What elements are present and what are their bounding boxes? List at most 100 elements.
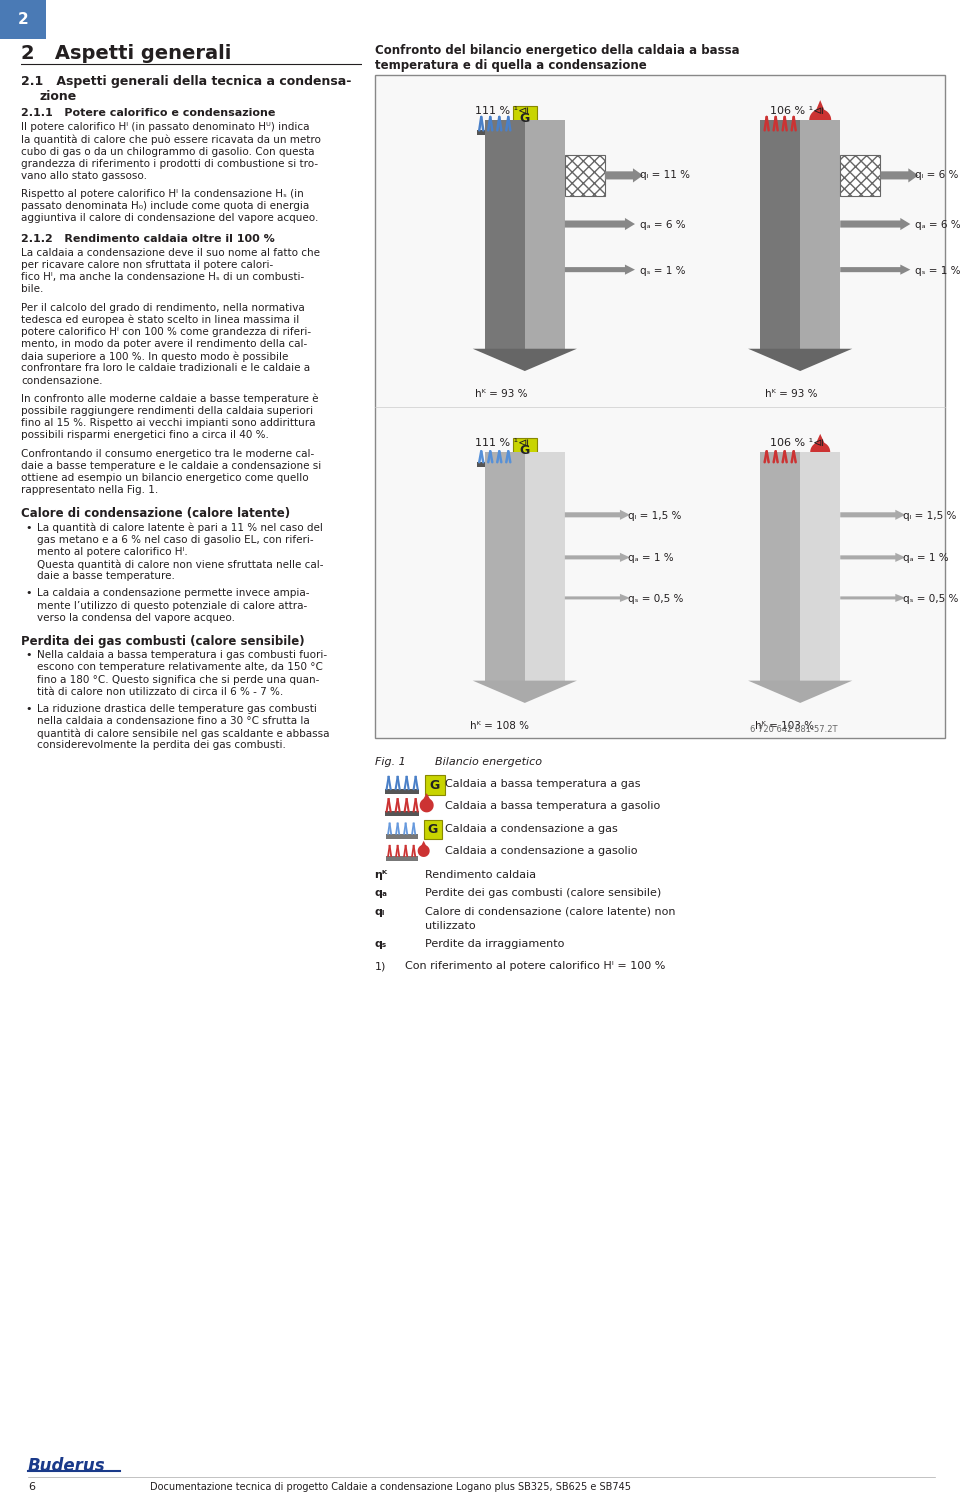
Bar bbox=[801, 120, 840, 349]
Text: Caldaia a bassa temperatura a gas: Caldaia a bassa temperatura a gas bbox=[444, 780, 640, 789]
Text: 2.1   Aspetti generali della tecnica a condensa-: 2.1 Aspetti generali della tecnica a con… bbox=[21, 75, 351, 87]
Polygon shape bbox=[472, 680, 577, 703]
Bar bbox=[525, 452, 564, 680]
Text: La caldaia a condensazione permette invece ampia-: La caldaia a condensazione permette inve… bbox=[37, 588, 310, 599]
Text: Confrontando il consumo energetico tra le moderne cal-: Confrontando il consumo energetico tra l… bbox=[21, 448, 314, 459]
FancyArrow shape bbox=[840, 552, 905, 561]
Text: 2   Aspetti generali: 2 Aspetti generali bbox=[21, 44, 231, 63]
Polygon shape bbox=[420, 798, 434, 813]
Text: grandezza di riferimento i prodotti di combustione si tro-: grandezza di riferimento i prodotti di c… bbox=[21, 158, 319, 169]
Text: Caldaia a condensazione a gasolio: Caldaia a condensazione a gasolio bbox=[444, 846, 637, 856]
Polygon shape bbox=[422, 793, 431, 801]
Text: Aspetti generali: Aspetti generali bbox=[58, 12, 183, 27]
Text: ottiene ad esempio un bilancio energetico come quello: ottiene ad esempio un bilancio energetic… bbox=[21, 473, 309, 483]
Text: utilizzato: utilizzato bbox=[424, 921, 475, 930]
Text: qₗ: qₗ bbox=[374, 906, 385, 917]
FancyArrow shape bbox=[564, 265, 635, 275]
Text: mento al potere calorifico Hᴵ.: mento al potere calorifico Hᴵ. bbox=[37, 546, 188, 557]
Text: mente l’utilizzo di questo potenziale di calore attra-: mente l’utilizzo di questo potenziale di… bbox=[37, 600, 307, 611]
Text: rappresentato nella Fig. 1.: rappresentato nella Fig. 1. bbox=[21, 485, 158, 495]
Text: Rendimento caldaia: Rendimento caldaia bbox=[424, 870, 536, 880]
Text: 2: 2 bbox=[17, 12, 29, 27]
Text: 111 % ¹⧏: 111 % ¹⧏ bbox=[475, 105, 529, 116]
Text: hᴷ = 103 %: hᴷ = 103 % bbox=[756, 721, 814, 731]
Text: Il potere calorifico Hᴵ (in passato denominato Hᵁ) indica: Il potere calorifico Hᴵ (in passato deno… bbox=[21, 122, 310, 132]
FancyArrow shape bbox=[605, 169, 643, 182]
Polygon shape bbox=[809, 108, 831, 131]
Text: qₐ = 6 %: qₐ = 6 % bbox=[640, 220, 685, 230]
Text: hᴷ = 108 %: hᴷ = 108 % bbox=[469, 721, 529, 731]
Bar bbox=[564, 155, 605, 196]
Text: hᴷ = 93 %: hᴷ = 93 % bbox=[765, 390, 818, 399]
Text: 1): 1) bbox=[374, 962, 386, 971]
Text: qₛ: qₛ bbox=[374, 939, 387, 950]
Text: 106 % ¹⧏: 106 % ¹⧏ bbox=[770, 438, 825, 448]
FancyArrow shape bbox=[880, 169, 919, 182]
Text: zione: zione bbox=[39, 90, 77, 102]
FancyArrow shape bbox=[564, 552, 630, 561]
Text: •: • bbox=[25, 588, 32, 599]
Text: qₛ = 1 %: qₛ = 1 % bbox=[915, 265, 960, 275]
Bar bbox=[513, 105, 537, 131]
Polygon shape bbox=[420, 841, 426, 847]
Text: tità di calore non utilizzato di circa il 6 % - 7 %.: tità di calore non utilizzato di circa i… bbox=[37, 686, 283, 697]
Bar bbox=[424, 775, 444, 795]
Text: In confronto alle moderne caldaie a basse temperature è: In confronto alle moderne caldaie a bass… bbox=[21, 394, 319, 405]
Bar bbox=[762, 462, 798, 468]
Text: •: • bbox=[25, 704, 32, 713]
FancyArrow shape bbox=[840, 218, 910, 230]
Text: •: • bbox=[25, 650, 32, 661]
Text: aggiuntiva il calore di condensazione del vapore acqueo.: aggiuntiva il calore di condensazione de… bbox=[21, 214, 319, 223]
Text: Con riferimento al potere calorifico Hᴵ = 100 %: Con riferimento al potere calorifico Hᴵ … bbox=[405, 962, 665, 971]
FancyArrow shape bbox=[564, 218, 635, 230]
Text: Calore di condensazione (calore latente): Calore di condensazione (calore latente) bbox=[21, 507, 290, 521]
Text: fino al 15 %. Rispetto ai vecchi impianti sono addirittura: fino al 15 %. Rispetto ai vecchi impiant… bbox=[21, 418, 316, 427]
Text: nella caldaia a condensazione fino a 30 °C sfrutta la: nella caldaia a condensazione fino a 30 … bbox=[37, 716, 310, 725]
Text: daie a basse temperature.: daie a basse temperature. bbox=[37, 572, 175, 581]
Bar bbox=[840, 155, 880, 196]
Text: 106 % ¹⧏: 106 % ¹⧏ bbox=[770, 105, 825, 116]
Bar bbox=[386, 834, 418, 838]
Text: Calore di condensazione (calore latente) non: Calore di condensazione (calore latente)… bbox=[424, 906, 675, 917]
Bar bbox=[525, 120, 564, 349]
Text: qₗ = 6 %: qₗ = 6 % bbox=[915, 170, 959, 181]
Text: G: G bbox=[519, 444, 530, 456]
Text: qₛ = 0,5 %: qₛ = 0,5 % bbox=[628, 594, 684, 604]
Text: Documentazione tecnica di progetto Caldaie a condensazione Logano plus SB325, SB: Documentazione tecnica di progetto Calda… bbox=[150, 1482, 631, 1491]
Text: qₛ = 1 %: qₛ = 1 % bbox=[640, 265, 685, 275]
Text: qₐ = 1 %: qₐ = 1 % bbox=[903, 554, 949, 563]
Text: cubo di gas o da un chilogrammo di gasolio. Con questa: cubo di gas o da un chilogrammo di gasol… bbox=[21, 146, 315, 157]
Text: La riduzione drastica delle temperature gas combusti: La riduzione drastica delle temperature … bbox=[37, 704, 317, 713]
Text: passato denominata H₀) include come quota di energia: passato denominata H₀) include come quot… bbox=[21, 202, 309, 211]
Polygon shape bbox=[814, 101, 827, 114]
Text: 6 720 642 881-57.2T: 6 720 642 881-57.2T bbox=[750, 725, 838, 734]
Text: 111 % ¹⧏: 111 % ¹⧏ bbox=[475, 438, 529, 448]
Text: Bilancio energetico: Bilancio energetico bbox=[435, 757, 541, 766]
Text: Per il calcolo del grado di rendimento, nella normativa: Per il calcolo del grado di rendimento, … bbox=[21, 303, 305, 313]
Text: La caldaia a condensazione deve il suo nome al fatto che: La caldaia a condensazione deve il suo n… bbox=[21, 248, 320, 257]
Text: G: G bbox=[429, 778, 440, 792]
Text: qₐ = 1 %: qₐ = 1 % bbox=[628, 554, 674, 563]
Bar bbox=[513, 438, 537, 462]
Bar bbox=[760, 452, 801, 680]
Bar bbox=[0, 0, 46, 39]
Text: qₐ: qₐ bbox=[374, 888, 388, 898]
Text: fico Hᴵ, ma anche la condensazione Hₛ di un combusti-: fico Hᴵ, ma anche la condensazione Hₛ di… bbox=[21, 272, 304, 283]
Polygon shape bbox=[814, 433, 827, 447]
Polygon shape bbox=[810, 442, 830, 462]
Text: condensazione.: condensazione. bbox=[21, 376, 103, 385]
Bar bbox=[386, 856, 418, 861]
Text: per ricavare calore non sfruttata il potere calori-: per ricavare calore non sfruttata il pot… bbox=[21, 260, 274, 269]
FancyArrow shape bbox=[840, 265, 910, 275]
Text: •: • bbox=[25, 522, 32, 533]
FancyArrow shape bbox=[564, 594, 630, 602]
Text: Nella caldaia a bassa temperatura i gas combusti fuori-: Nella caldaia a bassa temperatura i gas … bbox=[37, 650, 327, 661]
Bar bbox=[385, 811, 419, 816]
Text: possibile raggiungere rendimenti della caldaia superiori: possibile raggiungere rendimenti della c… bbox=[21, 406, 313, 415]
Text: Caldaia a bassa temperatura a gasolio: Caldaia a bassa temperatura a gasolio bbox=[444, 801, 660, 811]
Text: Perdite da irraggiamento: Perdite da irraggiamento bbox=[424, 939, 564, 950]
Text: hᴷ = 93 %: hᴷ = 93 % bbox=[475, 390, 527, 399]
Text: Buderus: Buderus bbox=[28, 1457, 106, 1475]
Text: mento, in modo da poter avere il rendimento della cal-: mento, in modo da poter avere il rendime… bbox=[21, 339, 307, 349]
Text: confrontare fra loro le caldaie tradizionali e le caldaie a: confrontare fra loro le caldaie tradizio… bbox=[21, 363, 310, 373]
